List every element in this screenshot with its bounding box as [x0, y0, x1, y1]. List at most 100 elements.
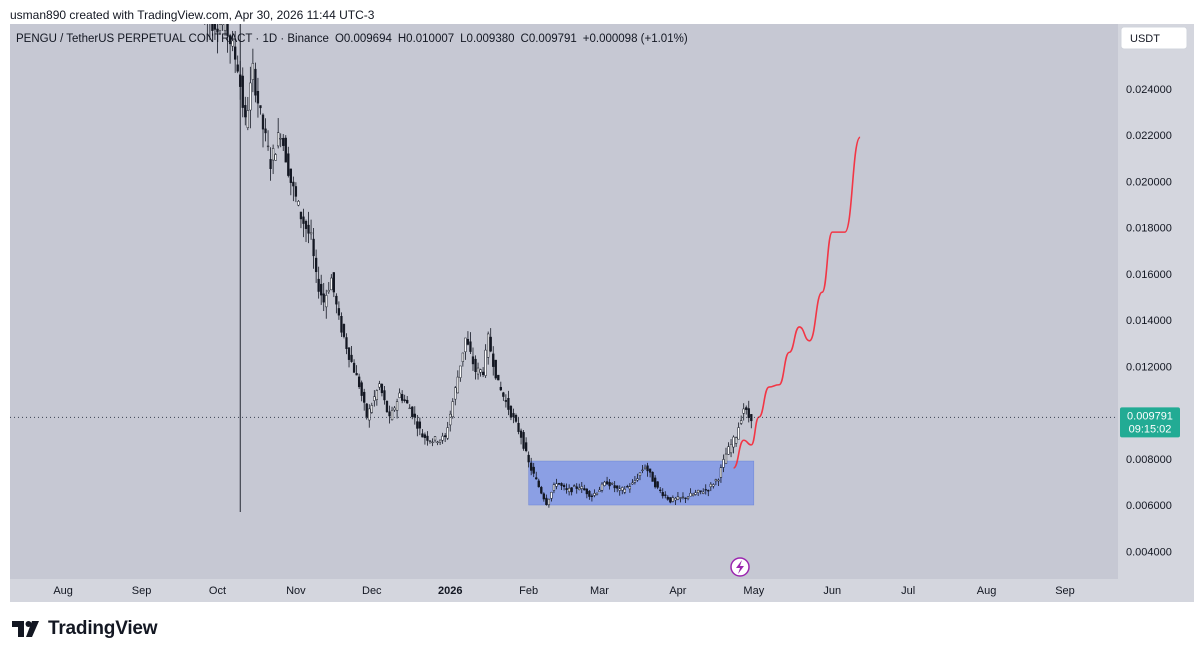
- candle: [595, 492, 599, 496]
- candle: [638, 472, 642, 481]
- x-tick-label: Mar: [590, 585, 609, 597]
- x-tick-label: Nov: [286, 585, 306, 597]
- candle: [347, 347, 351, 368]
- candle: [729, 439, 733, 458]
- candle: [423, 432, 427, 445]
- candle: [727, 442, 730, 455]
- x-tick-label: Feb: [519, 585, 538, 597]
- candle: [269, 147, 272, 181]
- candle: [304, 219, 308, 242]
- candle: [454, 386, 457, 406]
- time-axis-background[interactable]: [10, 579, 1194, 602]
- candle: [616, 485, 619, 493]
- candle: [714, 478, 718, 486]
- candle: [676, 491, 680, 501]
- candle: [297, 200, 300, 207]
- candle: [745, 405, 748, 415]
- candle: [702, 488, 705, 495]
- price-chart[interactable]: 0.0260000.0240000.0220000.0200000.018000…: [10, 3, 1194, 602]
- candle: [309, 219, 313, 240]
- candle: [507, 390, 510, 416]
- candle: [340, 312, 343, 338]
- candle: [570, 487, 573, 496]
- candle: [651, 471, 654, 482]
- candle: [699, 490, 702, 495]
- candle: [355, 365, 358, 376]
- chart-frame[interactable]: 0.0260000.0240000.0220000.0200000.018000…: [10, 3, 1194, 602]
- candle: [481, 367, 485, 378]
- candle: [418, 417, 422, 436]
- candle: [535, 471, 538, 480]
- candle: [661, 488, 664, 499]
- candle: [259, 105, 262, 115]
- candle: [363, 388, 366, 411]
- candle: [737, 422, 740, 440]
- price-axis-background[interactable]: [1118, 24, 1194, 579]
- candle: [436, 440, 439, 446]
- candle: [266, 130, 270, 151]
- candle: [588, 490, 591, 500]
- candle: [623, 486, 626, 495]
- candle: [428, 440, 432, 444]
- candle: [633, 476, 637, 485]
- candle: [388, 405, 391, 424]
- y-tick-label: 0.022000: [1126, 130, 1172, 142]
- candle: [416, 414, 419, 437]
- candle: [664, 491, 667, 499]
- candle: [545, 494, 548, 506]
- candle: [565, 483, 568, 494]
- candle: [694, 489, 697, 496]
- candle: [656, 481, 659, 490]
- candle: [433, 435, 437, 443]
- candle: [228, 33, 232, 64]
- candle: [643, 464, 647, 470]
- candle: [550, 491, 553, 502]
- candle: [537, 478, 540, 488]
- candle: [299, 211, 303, 229]
- candle: [451, 398, 454, 419]
- candle: [466, 331, 470, 346]
- candle: [438, 439, 442, 446]
- lightning-icon[interactable]: [730, 557, 750, 577]
- candle: [747, 400, 750, 423]
- tradingview-logo[interactable]: TradingView: [12, 618, 158, 640]
- candle: [256, 77, 260, 118]
- candle: [722, 454, 725, 473]
- candle: [567, 484, 571, 496]
- candle: [608, 479, 611, 490]
- tradingview-logo-icon: [12, 621, 39, 637]
- price-tag-countdown: 09:15:02: [1129, 423, 1172, 435]
- candle: [411, 406, 414, 420]
- candle: [732, 435, 735, 454]
- chart-legend: PENGU / TetherUS PERPETUAL CONTRACT · 1D…: [16, 33, 688, 45]
- candle: [560, 482, 563, 491]
- candle: [580, 482, 583, 494]
- candle: [284, 135, 287, 163]
- candle: [249, 66, 252, 129]
- candle: [421, 429, 424, 438]
- candle: [234, 31, 237, 73]
- candle: [403, 394, 406, 403]
- y-tick-label: 0.020000: [1126, 176, 1172, 188]
- candle: [282, 134, 285, 152]
- candle: [390, 406, 394, 421]
- candle: [497, 374, 500, 381]
- candle: [598, 486, 601, 492]
- legend-change: +0.000098 (+1.01%): [583, 33, 688, 45]
- y-tick-label: 0.004000: [1126, 546, 1172, 558]
- x-tick-label: Dec: [362, 585, 382, 597]
- candle: [684, 497, 687, 504]
- candle: [631, 479, 634, 485]
- candle: [251, 48, 255, 93]
- candle: [261, 113, 265, 148]
- candle: [373, 390, 376, 407]
- candle: [292, 176, 295, 202]
- legend-close: 0.009791: [529, 33, 577, 45]
- currency-button[interactable]: USDT: [1120, 26, 1188, 50]
- candle: [325, 289, 328, 319]
- candle: [383, 385, 386, 405]
- projection-line: [733, 136, 861, 469]
- candle: [380, 383, 384, 397]
- candle: [734, 436, 738, 447]
- candle: [583, 484, 586, 491]
